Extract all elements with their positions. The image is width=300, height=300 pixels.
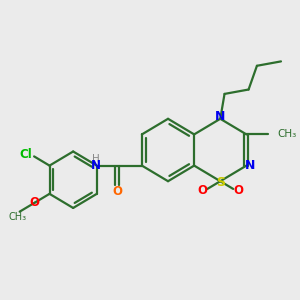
- Text: N: N: [245, 159, 255, 172]
- Text: N: N: [215, 110, 226, 123]
- Text: H: H: [92, 154, 100, 164]
- Text: N: N: [91, 158, 100, 172]
- Text: O: O: [30, 196, 40, 209]
- Text: O: O: [197, 184, 208, 197]
- Text: CH₃: CH₃: [277, 129, 296, 140]
- Text: O: O: [112, 185, 122, 198]
- Text: O: O: [233, 184, 243, 197]
- Text: Cl: Cl: [19, 148, 32, 161]
- Text: CH₃: CH₃: [8, 212, 26, 222]
- Text: S: S: [216, 176, 225, 189]
